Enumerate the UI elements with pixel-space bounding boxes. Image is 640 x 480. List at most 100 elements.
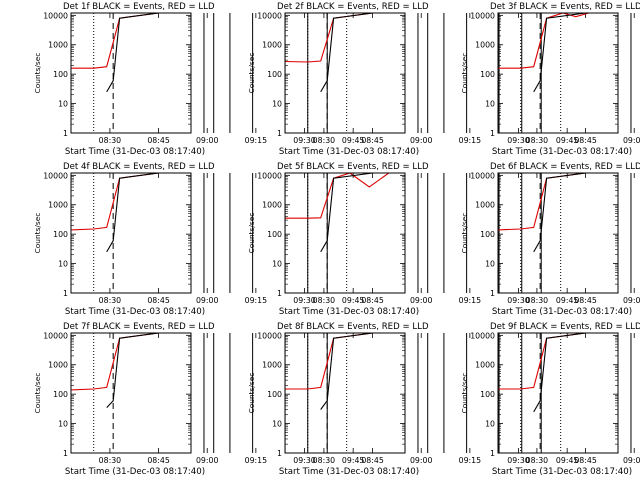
x-tick-label: 08:30 bbox=[313, 456, 336, 465]
y-tick-label: 1 bbox=[277, 129, 282, 138]
y-tick-label: 10000 bbox=[257, 11, 282, 20]
x-tick-label: 09:15 bbox=[459, 296, 482, 305]
x-tick-label: 09:45 bbox=[556, 456, 579, 465]
y-tick-label: 1000 bbox=[48, 41, 68, 50]
x-axis-label: Start Time (31-Dec-03 08:17:40) bbox=[279, 467, 419, 477]
panel-9: Det 9f BLACK = Events, RED = LLD Start Ti… bbox=[460, 322, 640, 477]
y-tick-label: 100 bbox=[480, 70, 495, 79]
panel-3: Det 3f BLACK = Events, RED = LLD Start Ti… bbox=[460, 2, 640, 157]
panel-8: Det 8f BLACK = Events, RED = LLD Start Ti… bbox=[247, 322, 579, 477]
x-tick-label: 09:45 bbox=[342, 296, 365, 305]
panel-7: Det 7f BLACK = Events, RED = LLD Start Ti… bbox=[33, 322, 364, 477]
x-tick-label: 08:45 bbox=[147, 296, 170, 305]
events-series bbox=[106, 333, 191, 408]
y-tick-label: 10 bbox=[58, 100, 68, 109]
events-series bbox=[533, 13, 618, 93]
y-tick-label: 1 bbox=[277, 289, 282, 298]
lld-series bbox=[285, 13, 405, 63]
x-tick-label: 09:00 bbox=[410, 296, 433, 305]
y-tick-label: 100 bbox=[267, 70, 282, 79]
y-axis-label: Counts/sec bbox=[460, 213, 469, 254]
events-series bbox=[320, 333, 405, 410]
x-tick-label: 09:00 bbox=[196, 136, 219, 145]
x-tick-label: 09:30 bbox=[293, 296, 316, 305]
lld-series bbox=[71, 13, 191, 69]
y-tick-label: 1 bbox=[63, 449, 68, 458]
plot-frame bbox=[70, 332, 192, 454]
x-tick-label: 08:30 bbox=[526, 296, 549, 305]
y-tick-label: 1000 bbox=[48, 361, 68, 370]
events-series bbox=[320, 173, 405, 253]
x-tick-label: 09:30 bbox=[293, 456, 316, 465]
y-tick-label: 1000 bbox=[475, 361, 495, 370]
panel-6: Det 6f BLACK = Events, RED = LLD Start Ti… bbox=[460, 162, 640, 317]
x-tick-label: 08:30 bbox=[99, 456, 122, 465]
x-axis-label: Start Time (31-Dec-03 08:17:40) bbox=[279, 307, 419, 317]
y-axis-label: Counts/sec bbox=[247, 373, 256, 414]
y-tick-label: 10 bbox=[58, 260, 68, 269]
x-tick-label: 08:45 bbox=[361, 456, 384, 465]
plot-frame bbox=[497, 172, 619, 294]
y-tick-label: 100 bbox=[53, 390, 68, 399]
y-axis-label: Counts/sec bbox=[33, 373, 42, 414]
events-series bbox=[320, 13, 405, 93]
x-tick-label: 09:15 bbox=[459, 136, 482, 145]
panel-title: Det 1f BLACK = Events, RED = LLD bbox=[63, 2, 215, 12]
y-tick-label: 1 bbox=[490, 129, 495, 138]
y-tick-label: 1000 bbox=[262, 201, 282, 210]
y-tick-label: 100 bbox=[53, 230, 68, 239]
x-tick-label: 09:15 bbox=[459, 456, 482, 465]
panel-title: Det 6f BLACK = Events, RED = LLD bbox=[490, 162, 640, 172]
plot-frame bbox=[284, 332, 406, 454]
panel-1: Det 1f BLACK = Events, RED = LLD Start Ti… bbox=[33, 2, 364, 157]
y-tick-label: 1 bbox=[277, 449, 282, 458]
events-series bbox=[533, 333, 618, 413]
y-tick-label: 1000 bbox=[475, 201, 495, 210]
x-axis-label: Start Time (31-Dec-03 08:17:40) bbox=[492, 147, 632, 157]
x-tick-label: 09:15 bbox=[245, 136, 268, 145]
x-axis-label: Start Time (31-Dec-03 08:17:40) bbox=[492, 467, 632, 477]
plot-frame bbox=[284, 172, 406, 294]
y-tick-label: 100 bbox=[267, 230, 282, 239]
y-tick-label: 10 bbox=[272, 420, 282, 429]
y-tick-label: 10000 bbox=[43, 171, 68, 180]
y-tick-label: 1000 bbox=[262, 361, 282, 370]
x-tick-label: 09:00 bbox=[410, 136, 433, 145]
y-axis-label: Counts/sec bbox=[460, 373, 469, 414]
y-tick-label: 10000 bbox=[470, 11, 495, 20]
panel-5: Det 5f BLACK = Events, RED = LLD Start Ti… bbox=[247, 162, 579, 317]
x-tick-label: 08:45 bbox=[361, 296, 384, 305]
x-axis-label: Start Time (31-Dec-03 08:17:40) bbox=[492, 307, 632, 317]
panel-title: Det 7f BLACK = Events, RED = LLD bbox=[63, 322, 215, 332]
x-tick-label: 08:30 bbox=[313, 296, 336, 305]
x-tick-label: 08:45 bbox=[574, 456, 597, 465]
plot-frame bbox=[497, 332, 619, 454]
x-axis-label: Start Time (31-Dec-03 08:17:40) bbox=[65, 307, 205, 317]
plot-frame bbox=[284, 12, 406, 134]
x-tick-label: 08:45 bbox=[361, 136, 384, 145]
x-tick-label: 09:00 bbox=[623, 296, 640, 305]
panel-title: Det 3f BLACK = Events, RED = LLD bbox=[490, 2, 640, 12]
y-tick-label: 10000 bbox=[257, 171, 282, 180]
plot-frame bbox=[70, 172, 192, 294]
panel-title: Det 9f BLACK = Events, RED = LLD bbox=[490, 322, 640, 332]
y-tick-label: 10000 bbox=[470, 171, 495, 180]
x-tick-label: 09:15 bbox=[245, 296, 268, 305]
x-tick-label: 09:30 bbox=[507, 136, 530, 145]
x-axis-label: Start Time (31-Dec-03 08:17:40) bbox=[65, 147, 205, 157]
x-tick-label: 09:00 bbox=[196, 296, 219, 305]
x-tick-label: 09:45 bbox=[556, 296, 579, 305]
y-tick-label: 10 bbox=[485, 420, 495, 429]
x-tick-label: 09:30 bbox=[507, 456, 530, 465]
panel-title: Det 2f BLACK = Events, RED = LLD bbox=[277, 2, 429, 12]
y-tick-label: 10 bbox=[485, 100, 495, 109]
events-series bbox=[106, 173, 191, 253]
y-tick-label: 100 bbox=[53, 70, 68, 79]
y-tick-label: 10 bbox=[272, 260, 282, 269]
x-tick-label: 08:30 bbox=[99, 136, 122, 145]
y-axis-label: Counts/sec bbox=[247, 53, 256, 94]
y-axis-label: Counts/sec bbox=[33, 213, 42, 254]
panel-title: Det 8f BLACK = Events, RED = LLD bbox=[277, 322, 429, 332]
panel-title: Det 4f BLACK = Events, RED = LLD bbox=[63, 162, 215, 172]
